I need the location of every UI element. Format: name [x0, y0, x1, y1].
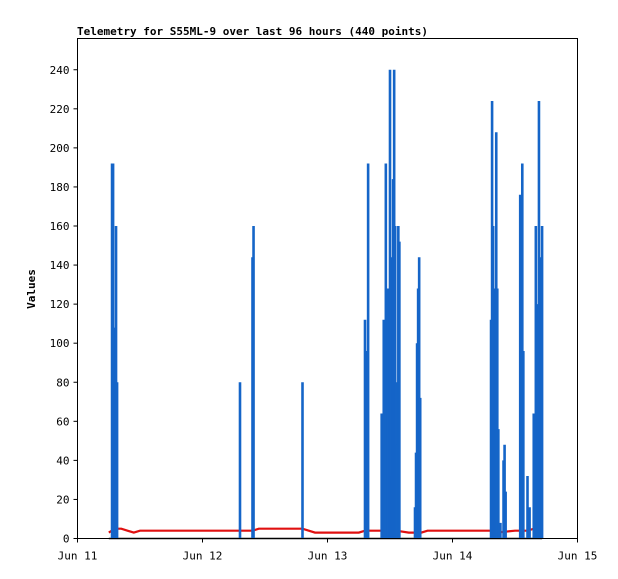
- x-tick-label: Jun 14: [433, 550, 473, 563]
- chart-title: Telemetry for S55ML-9 over last 96 hours…: [77, 25, 428, 38]
- y-tick-label: 140: [50, 259, 70, 272]
- y-tick-label: 20: [56, 493, 69, 506]
- blue-spike-series: [110, 69, 544, 539]
- y-tick-label: 180: [50, 181, 70, 194]
- y-tick-label: 80: [56, 376, 69, 389]
- x-tick-label: Jun 11: [58, 550, 98, 563]
- y-axis-label: Values: [25, 269, 38, 309]
- y-tick-label: 0: [63, 533, 70, 546]
- y-tick-label: 220: [50, 103, 70, 116]
- y-tick-label: 240: [50, 64, 70, 77]
- red-series-line: [108, 527, 543, 534]
- y-tick-label: 120: [50, 298, 70, 311]
- y-axis: 0 20 40 60 80 100 120 140 160 180 200 220 240: [50, 64, 78, 546]
- y-tick-label: 100: [50, 337, 70, 350]
- x-tick-label: Jun 13: [308, 550, 348, 563]
- x-axis: Jun 11 Jun 12 Jun 13 Jun 14 Jun 15: [58, 538, 598, 563]
- x-tick-label: Jun 15: [558, 550, 598, 563]
- x-tick-label: Jun 12: [183, 550, 223, 563]
- y-tick-label: 40: [56, 454, 69, 467]
- plot-area: [108, 69, 544, 540]
- y-tick-label: 160: [50, 220, 70, 233]
- y-tick-label: 60: [56, 415, 69, 428]
- y-tick-label: 200: [50, 142, 70, 155]
